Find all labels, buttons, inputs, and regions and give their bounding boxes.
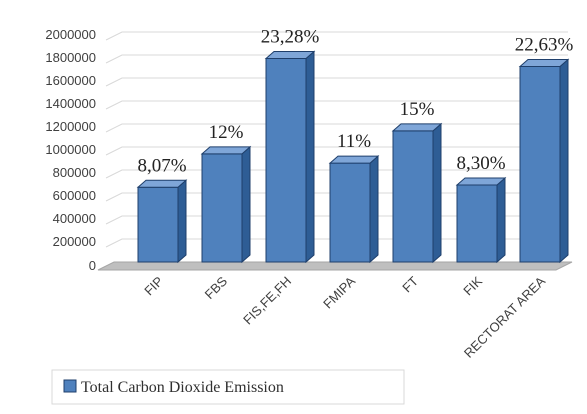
bars <box>136 50 570 264</box>
bar <box>455 176 507 264</box>
bar <box>200 145 252 264</box>
y-tick-label: 400000 <box>53 211 96 226</box>
y-tick-label: 800000 <box>53 165 96 180</box>
y-tick-label: 200000 <box>53 234 96 249</box>
data-label: 12% <box>209 122 244 143</box>
bar-side <box>177 179 187 264</box>
category-label: FIK <box>460 273 485 298</box>
category-label: FMIPA <box>320 273 358 311</box>
bar-top <box>518 59 570 67</box>
y-tick-label: 1200000 <box>45 119 96 134</box>
bar-top <box>391 123 443 132</box>
y-tick-label: 1000000 <box>45 142 96 157</box>
gridline <box>105 100 568 110</box>
y-axis-ticks: 0 200000 400000 600000 800000 1000000 1200000 1… <box>45 27 96 273</box>
gridlines <box>105 31 568 248</box>
gridline <box>105 54 568 64</box>
bar-top <box>455 177 507 186</box>
category-label: FT <box>399 273 421 295</box>
bar-side <box>305 50 315 264</box>
data-label: 8,30% <box>456 153 505 174</box>
bar-front <box>392 130 434 263</box>
bar-side <box>496 176 506 264</box>
data-label: 22,63% <box>515 35 574 56</box>
floor-plane <box>97 261 573 271</box>
legend: Total Carbon Dioxide Emission <box>51 369 405 405</box>
bar <box>518 58 570 264</box>
bar-side <box>241 145 251 264</box>
bar-front <box>201 153 243 263</box>
y-tick-label: 1400000 <box>45 96 96 111</box>
y-tick-label: 0 <box>89 258 96 273</box>
bar-top <box>264 50 316 59</box>
y-tick-label: 600000 <box>53 188 96 203</box>
bar-front <box>137 186 179 263</box>
bar <box>328 154 380 264</box>
legend-box <box>51 369 405 405</box>
data-label: 15% <box>400 99 435 120</box>
data-label: 8,07% <box>137 155 186 176</box>
bar-front <box>519 66 561 263</box>
bar-side <box>559 58 569 264</box>
bar-top <box>136 179 188 188</box>
category-label: FBS <box>202 273 231 302</box>
bar <box>264 50 316 264</box>
data-label: 23,28% <box>261 26 320 47</box>
data-label: 11% <box>337 131 371 152</box>
y-tick-label: 1600000 <box>45 73 96 88</box>
bar-front <box>329 162 371 263</box>
category-label: FIS,FE,FH <box>240 274 294 328</box>
chart-floor <box>97 261 573 271</box>
bar-side <box>369 154 379 264</box>
bar-top <box>200 146 252 155</box>
bar <box>136 179 188 264</box>
category-label: FIP <box>141 274 166 299</box>
gridline <box>105 31 568 41</box>
bar-front <box>456 184 498 263</box>
bar <box>391 122 443 264</box>
legend-label: Total Carbon Dioxide Emission <box>81 379 284 396</box>
bar-top <box>328 155 380 164</box>
legend-swatch <box>63 379 77 393</box>
gridline <box>105 77 568 87</box>
y-tick-label: 2000000 <box>45 27 96 42</box>
bar-side <box>432 122 442 264</box>
bar-front <box>265 57 307 263</box>
data-labels: 8,07% 12% 23,28% 11% 15% 8,30% 22,63% <box>137 26 573 176</box>
y-tick-label: 1800000 <box>45 50 96 65</box>
